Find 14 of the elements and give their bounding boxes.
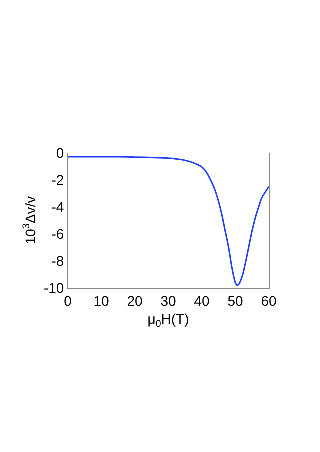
x-tick-label: 10 (94, 292, 110, 309)
x-tick-label: 40 (194, 292, 210, 309)
y-tick-label: -6 (52, 226, 64, 242)
y-tick-label: 0 (56, 144, 64, 161)
line-series (68, 156, 269, 286)
y-tick-label: -8 (52, 252, 64, 269)
x-tick-label: 20 (127, 292, 143, 309)
y-tick-label: -10 (44, 280, 64, 296)
x-tick-label: 60 (261, 292, 277, 309)
y-tick-label: -2 (52, 172, 64, 188)
x-axis-title: μ$_{0}$H(T) (148, 311, 190, 330)
x-tick-label: 30 (160, 292, 176, 309)
y-tick-label: -4 (52, 198, 64, 215)
x-tick-label: 50 (228, 292, 244, 309)
